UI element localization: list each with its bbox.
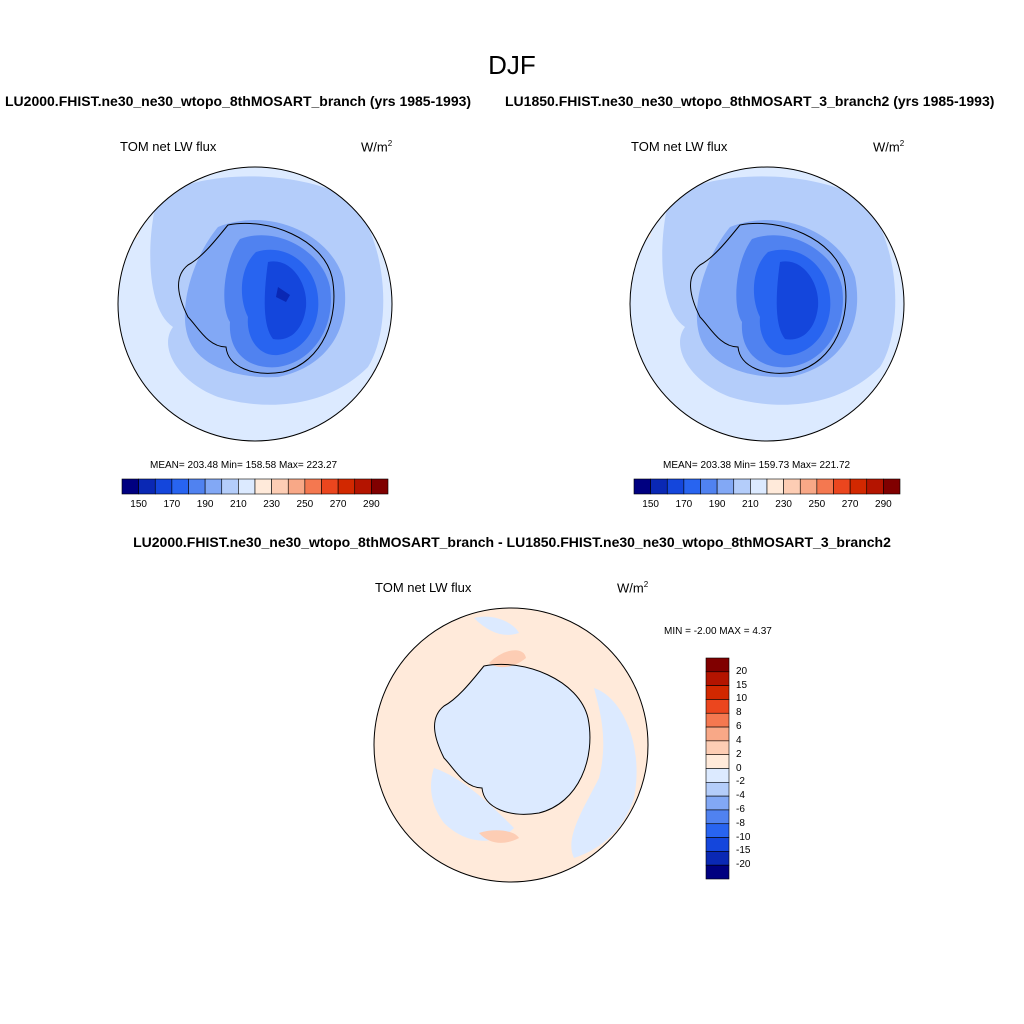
colorbar-tick-label: 0 [736, 762, 742, 774]
colorbar-swatch [705, 685, 730, 700]
colorbar-swatch [633, 478, 651, 495]
colorbar-swatch [705, 712, 730, 728]
colorbar-swatch [650, 478, 668, 495]
colorbar-swatch [138, 478, 156, 495]
panel-3-polar-map [373, 607, 649, 883]
colorbar-swatch [833, 478, 851, 495]
colorbar-swatch [750, 478, 768, 495]
colorbar-swatch [705, 768, 730, 783]
colorbar-tick-label: 6 [736, 721, 742, 733]
colorbar-tick-label: -20 [736, 859, 751, 871]
panel-2-stats: MEAN= 203.38 Min= 159.73 Max= 221.72 [663, 460, 851, 471]
colorbar-tick-label: 10 [736, 693, 748, 705]
panel-2-colorbar [633, 478, 901, 495]
colorbar-swatch [816, 478, 834, 495]
colorbar-swatch [705, 782, 730, 797]
panel-1-stats: MEAN= 203.48 Min= 158.58 Max= 223.27 [150, 460, 338, 471]
colorbar-tick-label: 210 [742, 499, 759, 510]
colorbar-swatch [271, 478, 289, 495]
colorbar-tick-label: 270 [329, 499, 347, 510]
colorbar-swatch [799, 478, 818, 495]
colorbar-swatch [121, 478, 139, 495]
colorbar-swatch [716, 478, 735, 495]
panel-3-colorbar [705, 657, 730, 880]
colorbar-swatch [849, 478, 868, 495]
colorbar-tick-label: 210 [230, 499, 247, 510]
colorbar-swatch [154, 478, 173, 495]
colorbar-swatch [188, 478, 206, 495]
colorbar-swatch [705, 864, 730, 880]
colorbar-tick-label: 8 [736, 707, 742, 719]
colorbar-swatch [705, 740, 730, 755]
colorbar-tick-label: -4 [736, 790, 745, 802]
panel-1-polar-map [117, 166, 393, 442]
colorbar-swatch [337, 478, 356, 495]
colorbar-swatch [705, 823, 730, 838]
colorbar-tick-label: 170 [163, 499, 181, 510]
colorbar-tick-label: 230 [775, 499, 792, 510]
colorbar-swatch [666, 478, 685, 495]
panel-3-units: W/m2 [617, 580, 649, 596]
panel-1-units: W/m2 [361, 139, 393, 155]
panel-3-stats: MIN = -2.00 MAX = 4.37 [664, 626, 772, 637]
colorbar-swatch [221, 478, 239, 495]
colorbar-tick-label: -6 [736, 803, 745, 815]
panel-3-case-title: LU2000.FHIST.ne30_ne30_wtopo_8thMOSART_b… [133, 534, 891, 550]
colorbar-swatch [204, 478, 223, 495]
colorbar-tick-label: 230 [263, 499, 280, 510]
colorbar-swatch [705, 657, 730, 673]
colorbar-swatch [371, 478, 389, 495]
colorbar-swatch [705, 837, 730, 852]
colorbar-swatch [705, 671, 730, 686]
colorbar-swatch [783, 478, 801, 495]
colorbar-tick-label: 20 [736, 665, 748, 677]
colorbar-tick-label: -2 [736, 776, 745, 788]
colorbar-swatch [766, 478, 784, 495]
colorbar-swatch [287, 478, 306, 495]
colorbar-swatch [705, 795, 730, 811]
colorbar-swatch [883, 478, 901, 495]
colorbar-swatch [321, 478, 339, 495]
colorbar-swatch [705, 754, 730, 769]
colorbar-tick-label: 4 [736, 734, 742, 746]
colorbar-swatch [683, 478, 701, 495]
colorbar-tick-label: 190 [708, 499, 726, 510]
panel-1-case-title: LU2000.FHIST.ne30_ne30_wtopo_8thMOSART_b… [5, 93, 472, 109]
colorbar-swatch [700, 478, 718, 495]
colorbar-tick-label: 2 [736, 748, 742, 760]
colorbar-swatch [705, 851, 730, 866]
colorbar-swatch [705, 699, 730, 714]
colorbar-swatch [705, 809, 730, 825]
colorbar-tick-label: -8 [736, 817, 745, 829]
colorbar-swatch [866, 478, 884, 495]
page-title: DJF [488, 50, 536, 80]
colorbar-swatch [304, 478, 322, 495]
colorbar-swatch [171, 478, 189, 495]
colorbar-tick-label: 250 [296, 499, 314, 510]
colorbar-tick-label: 190 [196, 499, 214, 510]
panel-2-units: W/m2 [873, 139, 905, 155]
colorbar-tick-label: 290 [363, 499, 380, 510]
colorbar-swatch [354, 478, 372, 495]
colorbar-tick-label: 150 [642, 499, 659, 510]
panel-2-case-title: LU1850.FHIST.ne30_ne30_wtopo_8thMOSART_3… [505, 93, 995, 109]
colorbar-swatch [733, 478, 751, 495]
colorbar-tick-label: 150 [130, 499, 147, 510]
colorbar-tick-label: 270 [841, 499, 859, 510]
panel-3-variable-label: TOM net LW flux [375, 580, 472, 595]
panel-2-variable-label: TOM net LW flux [631, 139, 728, 154]
colorbar-tick-label: 170 [675, 499, 693, 510]
colorbar-tick-label: 15 [736, 679, 748, 691]
colorbar-swatch [705, 726, 730, 742]
panel-1-colorbar [121, 478, 389, 495]
panel-1-variable-label: TOM net LW flux [120, 139, 217, 154]
colorbar-swatch [238, 478, 256, 495]
colorbar-tick-label: 250 [808, 499, 826, 510]
panel-2-polar-map [629, 166, 905, 442]
colorbar-tick-label: 290 [875, 499, 892, 510]
colorbar-tick-label: -15 [736, 845, 751, 857]
colorbar-tick-label: -10 [736, 831, 751, 843]
colorbar-swatch [254, 478, 272, 495]
